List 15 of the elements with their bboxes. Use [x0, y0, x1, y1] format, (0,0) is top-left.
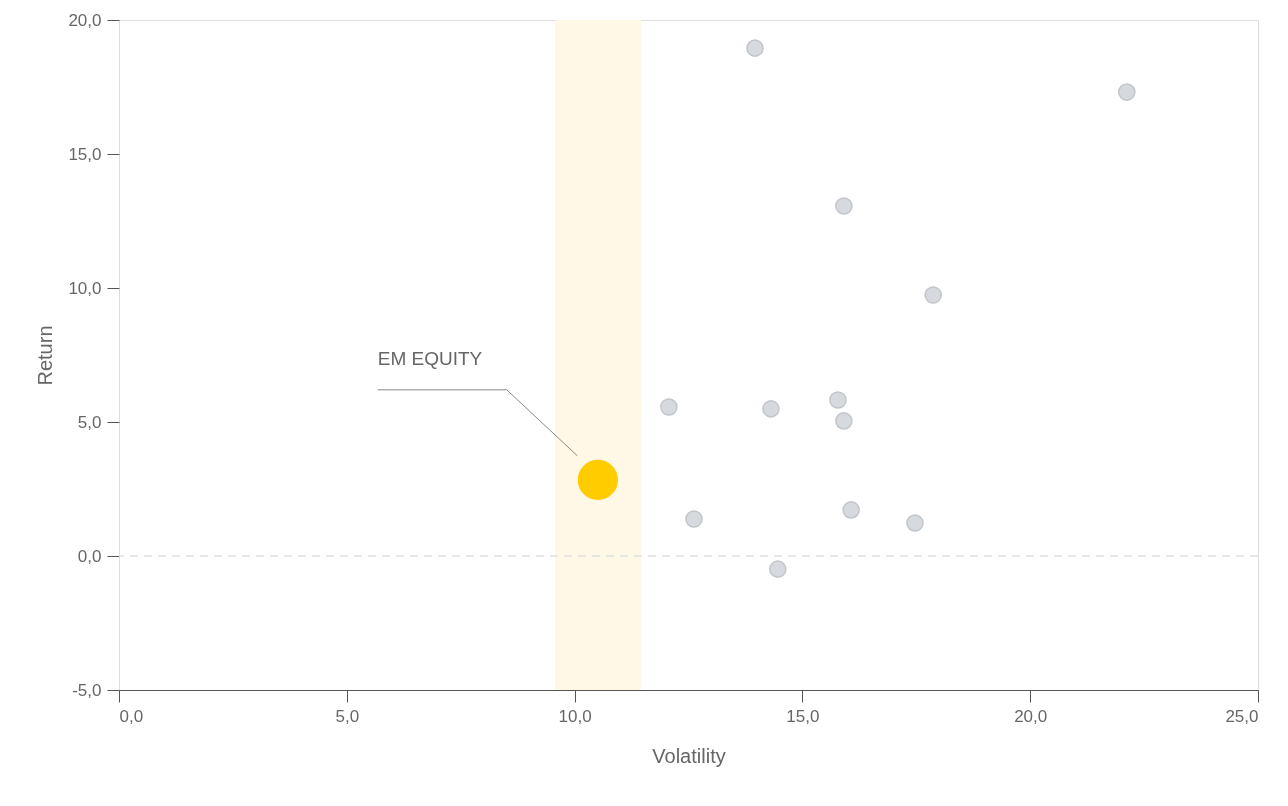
x-tick-label: 0,0: [119, 706, 144, 726]
y-tick-label: 20,0: [68, 10, 102, 30]
y-tick-label: -5,0: [72, 680, 102, 700]
x-tick-label: 10,0: [558, 706, 592, 726]
x-tick-label: 20,0: [1014, 706, 1048, 726]
y-tick-label: 5,0: [77, 412, 102, 432]
x-tick-label: 5,0: [335, 706, 360, 726]
y-tick-label: 0,0: [77, 546, 102, 566]
y-axis-title: Return: [34, 325, 57, 386]
x-axis-title: Volatility: [652, 744, 726, 767]
annotation: EM EQUITY: [377, 347, 483, 369]
y-tick-label: 10,0: [68, 278, 102, 298]
y-tick-label: 15,0: [68, 144, 102, 164]
x-tick-label: 15,0: [786, 706, 820, 726]
x-tick-label: 25,0: [1225, 706, 1259, 726]
